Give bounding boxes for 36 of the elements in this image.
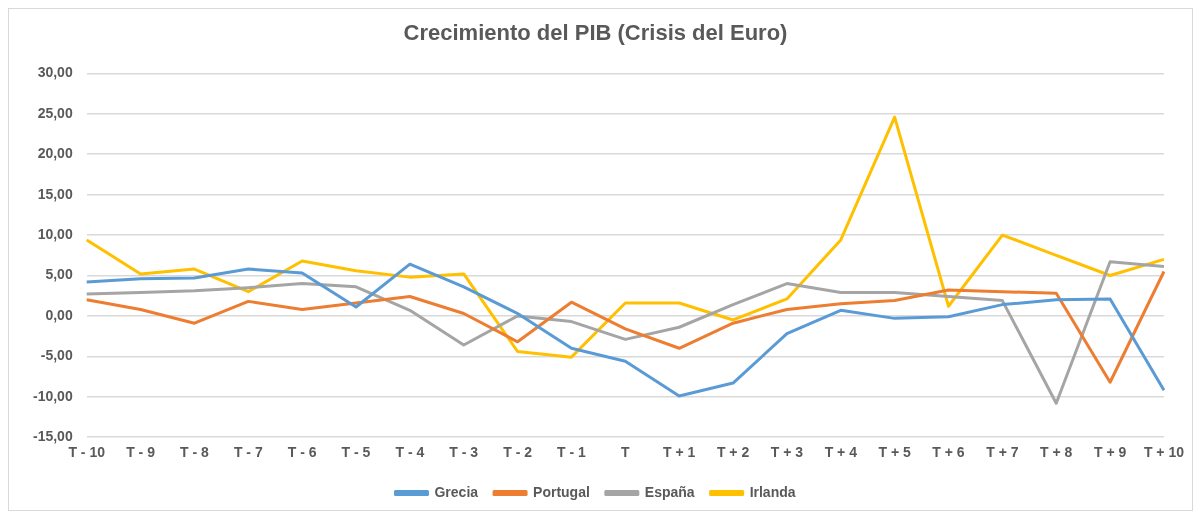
y-tick-label: 30,00 (37, 64, 73, 81)
x-tick-label: T - 7 (233, 444, 263, 461)
x-tick-label: T + 10 (1143, 444, 1185, 461)
x-tick-label: T + 1 (663, 444, 696, 461)
x-tick-label: T (621, 444, 631, 461)
x-tick-label: T + 3 (770, 444, 804, 461)
y-tick-label: 20,00 (37, 145, 73, 162)
x-tick-label: T + 2 (716, 444, 750, 461)
y-tick-label: -15,00 (32, 428, 73, 445)
x-tick-label: T - 4 (395, 444, 425, 461)
legend-label: Grecia (434, 483, 479, 500)
legend-label: Portugal (533, 483, 590, 500)
y-tick-label: 15,00 (37, 185, 73, 202)
y-tick-label: 5,00 (45, 266, 73, 283)
x-tick-label: T - 10 (68, 444, 106, 461)
chart-title: Crecimiento del PIB (Crisis del Euro) (403, 20, 788, 46)
x-tick-label: T - 1 (557, 444, 587, 461)
y-tick-label: 25,00 (37, 104, 73, 121)
legend-label: Irlanda (749, 483, 796, 500)
x-tick-label: T + 9 (1093, 444, 1127, 461)
y-tick-label: -5,00 (40, 347, 73, 364)
y-tick-label: 10,00 (37, 225, 73, 242)
x-tick-label: T + 8 (1040, 444, 1073, 461)
x-tick-label: T + 6 (932, 444, 965, 461)
x-tick-label: T - 6 (287, 444, 317, 461)
x-tick-label: T - 2 (503, 444, 533, 461)
x-tick-label: T - 3 (449, 444, 479, 461)
x-tick-label: T - 8 (180, 444, 210, 461)
x-tick-label: T + 7 (986, 444, 1019, 461)
x-tick-label: T - 5 (341, 444, 371, 461)
x-tick-label: T + 5 (878, 444, 911, 461)
x-tick-label: T - 9 (126, 444, 156, 461)
y-tick-label: -10,00 (32, 387, 73, 404)
y-tick-label: 0,00 (45, 306, 73, 323)
legend-label: España (644, 483, 695, 500)
x-tick-label: T + 4 (824, 444, 858, 461)
